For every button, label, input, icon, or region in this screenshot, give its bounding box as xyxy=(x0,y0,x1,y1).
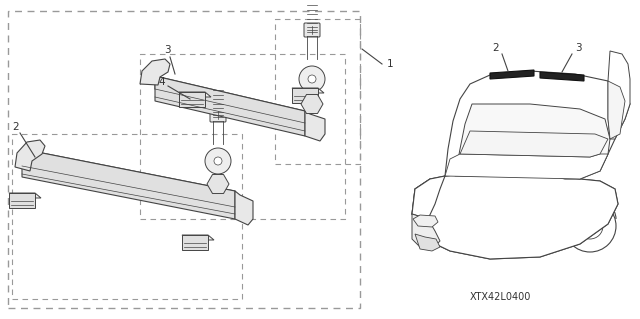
Text: 4: 4 xyxy=(159,77,165,87)
Polygon shape xyxy=(182,235,208,250)
Polygon shape xyxy=(540,72,584,81)
Polygon shape xyxy=(22,149,235,206)
Bar xyxy=(8,11,360,308)
Polygon shape xyxy=(413,215,438,227)
Polygon shape xyxy=(155,76,305,124)
Polygon shape xyxy=(412,214,440,249)
Polygon shape xyxy=(412,176,445,219)
Circle shape xyxy=(205,148,231,174)
Text: 2: 2 xyxy=(493,43,499,53)
Polygon shape xyxy=(412,179,618,259)
Polygon shape xyxy=(412,171,618,259)
Polygon shape xyxy=(182,235,214,240)
Polygon shape xyxy=(207,174,229,194)
Bar xyxy=(275,19,360,164)
Polygon shape xyxy=(460,131,608,157)
Polygon shape xyxy=(292,88,318,103)
Polygon shape xyxy=(301,94,323,114)
Text: 3: 3 xyxy=(164,45,170,55)
Polygon shape xyxy=(235,191,253,225)
Circle shape xyxy=(214,157,222,165)
Polygon shape xyxy=(445,71,630,179)
Circle shape xyxy=(308,75,316,83)
Polygon shape xyxy=(15,140,45,171)
Polygon shape xyxy=(155,76,305,136)
Polygon shape xyxy=(140,59,170,85)
Bar xyxy=(12,134,242,299)
Polygon shape xyxy=(445,154,608,179)
Polygon shape xyxy=(9,193,41,198)
Polygon shape xyxy=(305,111,325,141)
Text: 2: 2 xyxy=(13,122,19,132)
Polygon shape xyxy=(455,104,610,176)
Polygon shape xyxy=(22,149,235,219)
Text: XTX42L0400: XTX42L0400 xyxy=(469,292,531,302)
Text: 1: 1 xyxy=(387,59,394,69)
Polygon shape xyxy=(608,81,625,139)
Polygon shape xyxy=(490,70,534,79)
Polygon shape xyxy=(608,51,630,139)
Bar xyxy=(140,54,345,219)
FancyBboxPatch shape xyxy=(210,108,226,122)
Polygon shape xyxy=(9,193,35,208)
Polygon shape xyxy=(179,92,211,97)
Circle shape xyxy=(299,66,325,92)
FancyBboxPatch shape xyxy=(304,23,320,37)
Text: 3: 3 xyxy=(575,43,581,53)
Polygon shape xyxy=(292,88,324,93)
Polygon shape xyxy=(415,234,440,251)
Polygon shape xyxy=(179,92,205,107)
